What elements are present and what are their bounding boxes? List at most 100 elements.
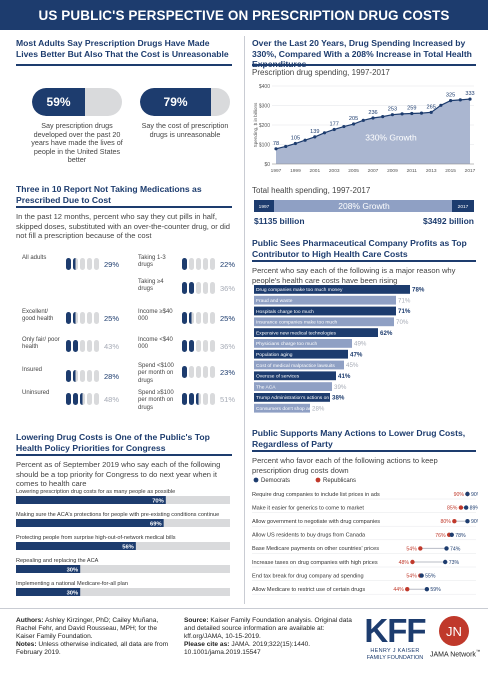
pill-icon xyxy=(196,282,201,294)
data-point xyxy=(371,116,375,120)
row-value: 36% xyxy=(220,284,236,293)
source-label: Source: xyxy=(184,617,209,624)
total-spending-arrow: 1997 2017 208% Growth xyxy=(254,200,474,212)
area-fill xyxy=(276,99,470,164)
data-point xyxy=(439,103,443,107)
data-point xyxy=(322,131,327,135)
bar xyxy=(254,371,336,381)
row-label: Taking 1-3 drugs xyxy=(138,255,166,269)
data-label: 177 xyxy=(330,121,339,127)
pill-icon xyxy=(182,312,187,324)
row-label: Only fair/ poor health xyxy=(22,337,60,351)
bar xyxy=(254,295,396,305)
pill-icon xyxy=(73,393,78,405)
panel-title-rule xyxy=(16,206,232,208)
dot-democrats xyxy=(444,546,449,551)
bar-category-label: Expensive new medical technologies xyxy=(256,330,336,336)
bar-value-label: 38% xyxy=(332,395,345,402)
panel-title-rule xyxy=(16,454,232,456)
pill-icon xyxy=(182,393,187,405)
pill-icon xyxy=(203,282,208,294)
row-label: Spend ≥$100 per month on drugs xyxy=(138,390,174,411)
cite-text: JAMA. 2019;322(15):1440. 10.1001/jama.20… xyxy=(184,641,311,656)
pill-icon xyxy=(87,370,92,382)
pill-icon xyxy=(189,282,194,294)
bar-category-label: Fraud and waste xyxy=(256,298,293,304)
bar-value-label: 30% xyxy=(67,568,79,574)
row-value: 25% xyxy=(104,314,120,323)
x-tick-label: 2007 xyxy=(368,168,379,174)
authors-label: Authors: xyxy=(16,617,44,624)
pill-icon xyxy=(73,340,78,352)
x-tick-label: 2003 xyxy=(329,168,340,174)
panel-title-rule xyxy=(252,260,476,262)
data-label: 259 xyxy=(407,105,416,111)
bar-value-label: 71% xyxy=(398,308,411,315)
row-category-label: End tax break for drug company ad spendi… xyxy=(252,573,364,579)
notes-label: Notes: xyxy=(16,641,37,648)
dot-democrats xyxy=(463,505,469,510)
label-republicans: 54% xyxy=(406,574,417,580)
x-tick-label: 2015 xyxy=(445,168,456,174)
pill-icon xyxy=(94,340,99,352)
data-label: 78 xyxy=(273,141,279,147)
panel-title: Most Adults Say Prescription Drugs Have … xyxy=(16,38,229,59)
notes-text: Unless otherwise indicated, all data are… xyxy=(16,641,169,656)
bar-value-label: 41% xyxy=(338,373,351,380)
footer-rule xyxy=(0,608,488,609)
dot-republicans xyxy=(458,505,464,510)
pill-icon xyxy=(66,370,71,382)
panel-intro: In the past 12 months, percent who say t… xyxy=(16,212,231,240)
pill-icon-row xyxy=(182,340,215,352)
label-democrats: 78% xyxy=(455,533,466,539)
dot-democrats xyxy=(449,532,454,537)
panel-party-support: Public Supports Many Actions to Lower Dr… xyxy=(252,428,476,449)
bar-category-label: Consumers don't shop around xyxy=(256,406,322,412)
pill-icon xyxy=(80,340,85,352)
pill-icon xyxy=(66,258,71,270)
dot-democrats xyxy=(465,519,470,524)
y-tick-label: $300 xyxy=(259,104,270,110)
x-tick-label: 2013 xyxy=(426,168,437,174)
panel-cost-reasons: Public Sees Pharmaceutical Company Profi… xyxy=(252,238,476,259)
pill-icon xyxy=(210,366,215,378)
pill-icon xyxy=(210,312,215,324)
data-point xyxy=(429,110,433,114)
bar-category-label: Population aging xyxy=(256,352,293,358)
data-label: 105 xyxy=(291,136,300,142)
bar xyxy=(254,349,348,359)
spending-area-chart: $0 $100 $200 $300 $400 Spending, $ in billion… xyxy=(253,84,476,174)
data-label: 325 xyxy=(446,93,455,99)
dot-republicans xyxy=(418,546,423,551)
pill-icon xyxy=(80,312,85,324)
bar-value-label: 70% xyxy=(396,319,409,326)
label-democrats: 89% xyxy=(470,506,478,512)
panel-intro: Percent who favor each of the following … xyxy=(252,456,438,475)
label-democrats: 73% xyxy=(449,560,460,566)
dot-democrats xyxy=(424,587,430,592)
data-point xyxy=(332,127,336,132)
row-value: 28% xyxy=(104,372,120,381)
pill-icon xyxy=(189,366,194,378)
bar xyxy=(254,339,352,348)
start-year-label: 1997 xyxy=(259,204,270,210)
data-point xyxy=(361,118,365,122)
label-republicans: 54% xyxy=(406,546,417,552)
column-divider xyxy=(244,36,245,604)
bar xyxy=(254,360,344,370)
data-point xyxy=(381,115,385,119)
data-point xyxy=(313,135,317,139)
pill-icon xyxy=(210,282,215,294)
data-point xyxy=(458,98,462,102)
row-value: 48% xyxy=(104,395,120,404)
row-category-label: Make it easier for generics to come to m… xyxy=(252,505,364,511)
panel-not-taking-meds: Three in 10 Report Not Taking Medication… xyxy=(16,184,232,205)
pill-gauge-value: 59% xyxy=(46,95,71,109)
party-dot-plot: Democrats Republicans Require drug compani… xyxy=(252,477,478,595)
data-point xyxy=(342,124,346,129)
bar-category-label: Overuse of services xyxy=(256,374,300,380)
pill-icon xyxy=(196,312,201,324)
bar xyxy=(16,588,81,596)
bar-category-label: Insurance companies make too much xyxy=(256,320,338,326)
total-start-value: $1135 billion xyxy=(254,216,305,226)
